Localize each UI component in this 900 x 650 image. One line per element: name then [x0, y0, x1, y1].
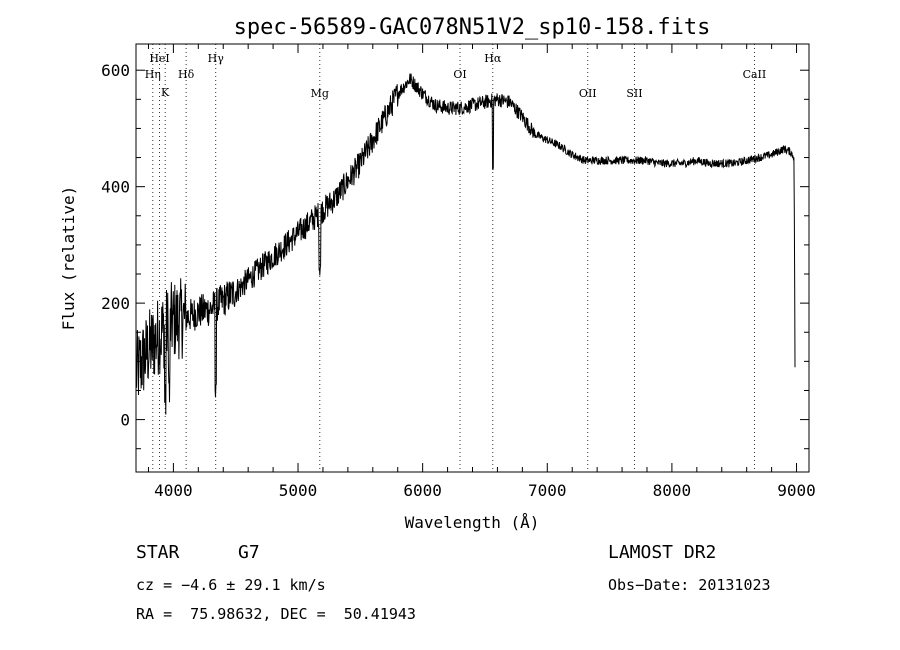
- x-tick-label: 7000: [528, 481, 567, 500]
- y-axis-label: Flux (relative): [59, 186, 78, 331]
- chart-title: spec-56589-GAC078N51V2_sp10-158.fits: [234, 15, 711, 40]
- x-tick-label: 5000: [279, 481, 318, 500]
- x-tick-label: 8000: [653, 481, 692, 500]
- spectral-line-label: Hα: [484, 52, 502, 65]
- y-tick-label: 200: [101, 294, 130, 313]
- spectral-line-label: OI: [453, 68, 466, 81]
- survey-label: LAMOST DR2: [608, 542, 717, 563]
- spectral-line-label: SII: [626, 87, 642, 100]
- spectral-line-label: Mg: [311, 87, 329, 100]
- x-tick-label: 9000: [777, 481, 816, 500]
- x-tick-label: 6000: [403, 481, 442, 500]
- axis-ticks: 4000 5000 6000 7000 8000 9000 0 200 400 600: [101, 44, 816, 500]
- object-subclass: G7: [238, 542, 260, 563]
- spectrum-line: [135, 73, 796, 415]
- redshift-text: cz = −4.6 ± 29.1 km/s: [136, 576, 326, 594]
- x-tick-label: 4000: [154, 481, 193, 500]
- obs-date-text: Obs−Date: 20131023: [608, 576, 771, 594]
- spectral-line-label: CaII: [743, 68, 767, 81]
- spectral-line-label: Hγ: [208, 52, 225, 65]
- spectral-line-label: OII: [579, 87, 597, 100]
- y-tick-label: 0: [120, 411, 130, 430]
- spectral-line-markers: HeI HηK Hδ Hγ Mg OI Hα OII SII CaII: [145, 44, 767, 472]
- plot-frame: [135, 43, 810, 473]
- plot-area: [135, 43, 810, 473]
- spectral-line-label: K: [161, 86, 170, 99]
- y-tick-label: 400: [101, 178, 130, 197]
- coordinates-text: RA = 75.98632, DEC = 50.41943: [136, 605, 416, 623]
- spectrum-series: [135, 73, 796, 415]
- spectral-line-label: HeI: [149, 52, 169, 65]
- object-class: STAR: [136, 542, 180, 563]
- y-tick-label: 600: [101, 61, 130, 80]
- x-axis-label: Wavelength (Å): [405, 513, 540, 532]
- spectral-line-label: Hη: [145, 68, 161, 81]
- spectral-line-label: Hδ: [178, 68, 195, 81]
